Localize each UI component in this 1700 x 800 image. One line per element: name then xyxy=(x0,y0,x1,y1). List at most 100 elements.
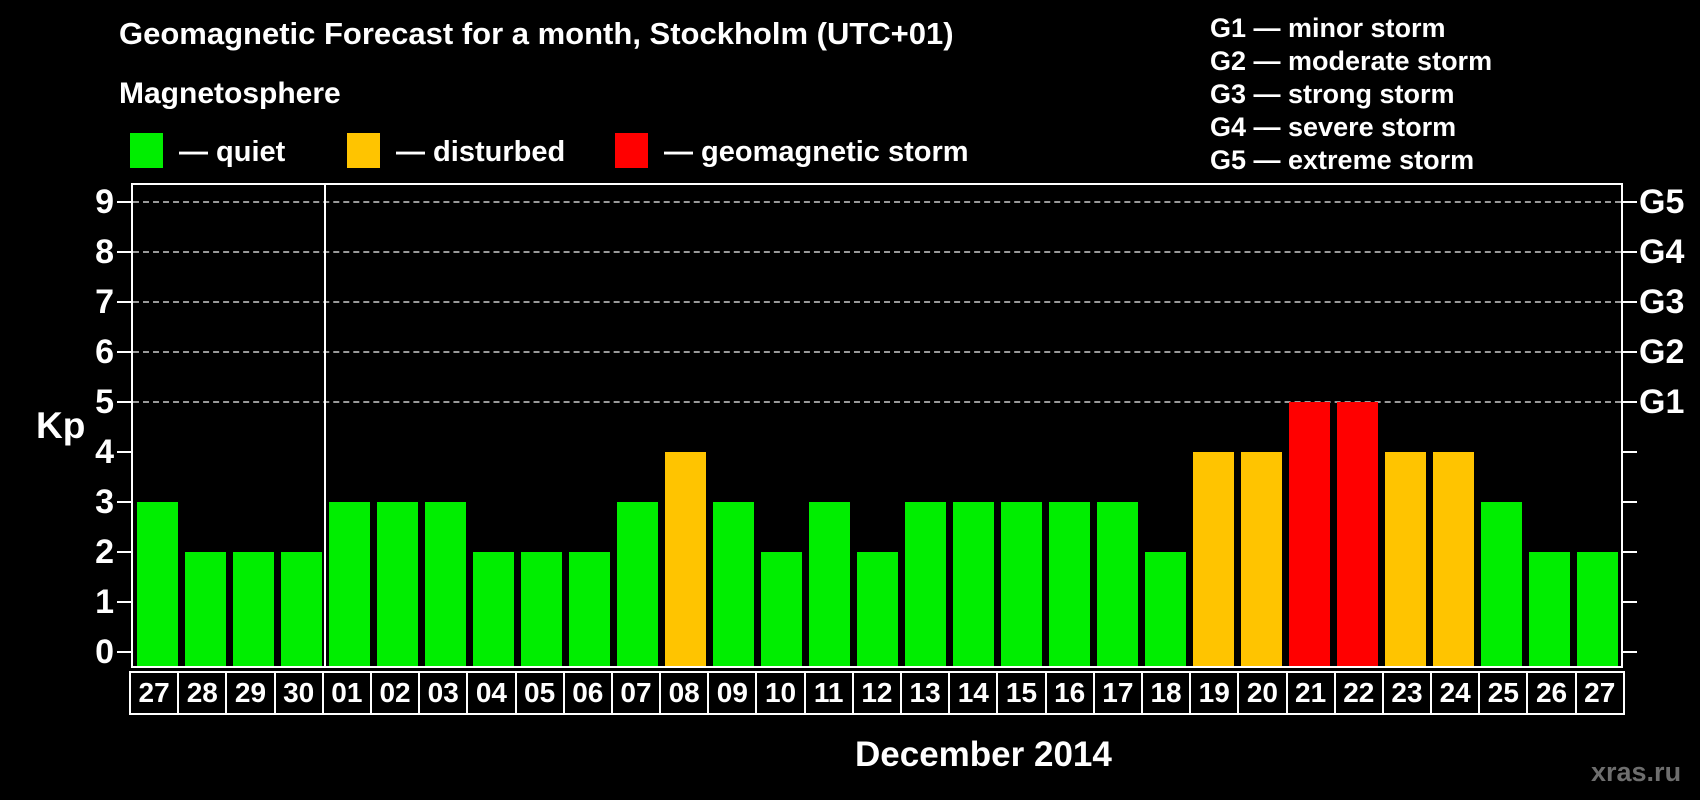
bar-day-15 xyxy=(1000,502,1042,666)
gridline-kp-6 xyxy=(133,351,1621,353)
chart-title: Geomagnetic Forecast for a month, Stockh… xyxy=(119,16,954,51)
y-tick-right-7 xyxy=(1623,301,1637,303)
day-label-08: 08 xyxy=(659,671,710,715)
day-label-26: 26 xyxy=(1526,671,1577,715)
day-label-13: 13 xyxy=(900,671,951,715)
bar-day-05 xyxy=(520,552,562,666)
y-tick-right-1 xyxy=(1623,601,1637,603)
day-label-05: 05 xyxy=(514,671,565,715)
y-tick-left-3 xyxy=(117,501,131,503)
bar-day-16 xyxy=(1048,502,1090,666)
right-axis-label-G1: G1 xyxy=(1639,383,1685,421)
y-tick-right-0 xyxy=(1623,651,1637,653)
bar-day-06 xyxy=(568,552,610,666)
gridline-kp-5 xyxy=(133,401,1621,403)
day-label-15: 15 xyxy=(996,671,1047,715)
g-scale-legend-line: G2 — moderate storm xyxy=(1210,46,1493,76)
bar-day-27 xyxy=(1576,552,1618,666)
y-tick-label-0: 0 xyxy=(95,633,114,671)
y-tick-label-6: 6 xyxy=(95,333,114,371)
day-label-27: 27 xyxy=(1574,671,1625,715)
y-tick-left-9 xyxy=(117,201,131,203)
day-label-17: 17 xyxy=(1092,671,1143,715)
day-label-28: 28 xyxy=(177,671,228,715)
bar-day-11 xyxy=(808,502,850,666)
day-label-12: 12 xyxy=(851,671,902,715)
y-tick-left-1 xyxy=(117,601,131,603)
day-label-04: 04 xyxy=(466,671,517,715)
legend-swatch-quiet xyxy=(130,133,163,168)
bar-day-30 xyxy=(280,552,322,666)
legend-heading: Magnetosphere xyxy=(119,77,341,110)
bar-day-07 xyxy=(616,502,658,666)
day-label-16: 16 xyxy=(1044,671,1095,715)
g-scale-legend-line: G1 — minor storm xyxy=(1210,13,1446,43)
g-scale-legend-line: G4 — severe storm xyxy=(1210,112,1457,142)
y-tick-right-9 xyxy=(1623,201,1637,203)
y-tick-left-8 xyxy=(117,251,131,253)
g-scale-legend-line: G5 — extreme storm xyxy=(1210,145,1475,175)
right-axis-label-G5: G5 xyxy=(1639,183,1685,221)
legend-swatch-disturbed xyxy=(347,133,380,168)
legend-label-quiet: — quiet xyxy=(179,136,286,168)
y-tick-label-5: 5 xyxy=(95,383,114,421)
bar-day-24 xyxy=(1432,452,1474,666)
y-tick-left-0 xyxy=(117,651,131,653)
y-tick-label-2: 2 xyxy=(95,533,114,571)
day-label-25: 25 xyxy=(1478,671,1529,715)
y-tick-label-4: 4 xyxy=(95,433,114,471)
bar-day-14 xyxy=(952,502,994,666)
x-axis-day-labels: 27 28 29 30 01 02 03 04 05 06 07 08 09 10 11 12 13 14 15 16… xyxy=(129,671,1625,715)
gridline-kp-9 xyxy=(133,201,1621,203)
bar-day-22 xyxy=(1336,402,1378,666)
y-tick-label-3: 3 xyxy=(95,483,114,521)
y-tick-left-2 xyxy=(117,551,131,553)
right-axis-label-G4: G4 xyxy=(1639,233,1685,271)
x-axis-title: December 2014 xyxy=(855,735,1112,774)
bar-day-18 xyxy=(1144,552,1186,666)
bar-day-09 xyxy=(712,502,754,666)
y-axis-label: Kp xyxy=(36,405,86,446)
y-tick-right-2 xyxy=(1623,551,1637,553)
bar-day-01 xyxy=(328,502,370,666)
bar-day-13 xyxy=(904,502,946,666)
day-label-18: 18 xyxy=(1140,671,1192,715)
y-tick-right-8 xyxy=(1623,251,1637,253)
bar-day-08 xyxy=(664,452,706,666)
bar-day-23 xyxy=(1384,452,1426,666)
y-tick-right-6 xyxy=(1623,351,1637,353)
y-tick-left-7 xyxy=(117,301,131,303)
g-scale-legend-line: G3 — strong storm xyxy=(1210,79,1455,109)
bar-day-27 xyxy=(136,502,178,666)
y-tick-right-5 xyxy=(1623,401,1637,403)
y-tick-label-8: 8 xyxy=(95,233,114,271)
bar-day-21 xyxy=(1288,402,1330,666)
day-label-21: 21 xyxy=(1285,671,1336,715)
plot-area xyxy=(131,183,1623,668)
legend-label-storm: — geomagnetic storm xyxy=(664,136,969,168)
bar-day-02 xyxy=(376,502,418,666)
day-label-11: 11 xyxy=(803,671,854,715)
day-label-24: 24 xyxy=(1430,671,1481,715)
day-label-29: 29 xyxy=(225,671,276,715)
bar-day-26 xyxy=(1528,552,1570,666)
gridline-kp-8 xyxy=(133,251,1621,253)
y-tick-right-4 xyxy=(1623,451,1637,453)
legend-swatch-storm xyxy=(615,133,648,168)
gridline-kp-7 xyxy=(133,301,1621,303)
day-label-03: 03 xyxy=(418,671,469,715)
day-label-20: 20 xyxy=(1237,671,1288,715)
day-label-22: 22 xyxy=(1333,671,1384,715)
day-label-23: 23 xyxy=(1381,671,1433,715)
y-tick-left-6 xyxy=(117,351,131,353)
bar-day-04 xyxy=(472,552,514,666)
y-tick-left-4 xyxy=(117,451,131,453)
bar-day-12 xyxy=(856,552,898,666)
bar-day-19 xyxy=(1192,452,1234,666)
y-tick-right-3 xyxy=(1623,501,1637,503)
bar-day-20 xyxy=(1240,452,1282,666)
g-scale-legend: G1 — minor storm G2 — moderate storm G3 — … xyxy=(1210,12,1492,177)
bar-day-28 xyxy=(184,552,226,666)
day-label-02: 02 xyxy=(369,671,421,715)
